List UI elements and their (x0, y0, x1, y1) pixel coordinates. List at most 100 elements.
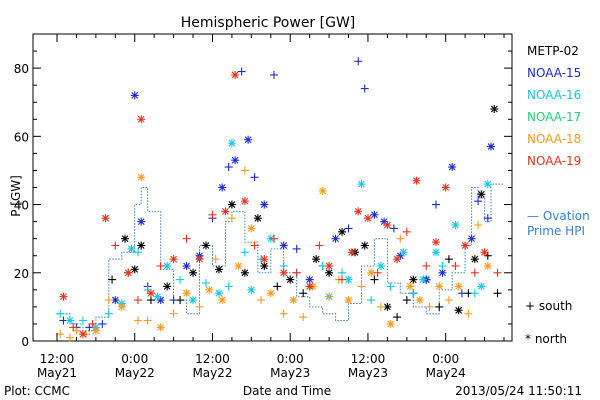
south-point (376, 302, 385, 311)
point-stroke (137, 115, 145, 123)
south-point (279, 309, 288, 318)
point-stroke (244, 136, 252, 144)
x-tick-date-label: May22 (192, 366, 232, 380)
north-point (189, 268, 198, 277)
legend-item-noaa-15: NOAA-15 (527, 66, 581, 80)
north-point (153, 292, 162, 301)
south-point (493, 268, 502, 277)
south-point (237, 67, 246, 76)
point-stroke (319, 187, 326, 195)
north-point (231, 70, 240, 79)
south-point (370, 275, 379, 284)
point-stroke (442, 184, 450, 191)
north-point (305, 282, 314, 291)
point-stroke (218, 184, 226, 191)
north-point (247, 224, 256, 233)
north-point (221, 207, 230, 216)
point-stroke (490, 105, 498, 113)
south-point (354, 57, 363, 66)
north-point (370, 210, 379, 219)
legend-item-noaa-18: NOAA-18 (527, 132, 581, 146)
point-stroke (218, 296, 226, 304)
south-point (474, 197, 483, 206)
north-point (451, 221, 460, 230)
south-point (108, 275, 117, 284)
point-stroke (432, 238, 440, 246)
point-stroke (487, 143, 495, 150)
point-stroke (215, 289, 223, 297)
south-point (457, 289, 466, 298)
point-stroke (400, 248, 407, 256)
point-stroke (384, 303, 391, 311)
point-stroke (286, 276, 294, 283)
point-stroke (367, 269, 375, 277)
north-point (101, 214, 110, 223)
north-point (325, 268, 334, 277)
north-point (240, 197, 249, 206)
south-point (470, 268, 479, 277)
north-point (483, 180, 492, 189)
south-point (299, 289, 308, 298)
north-point (260, 255, 269, 264)
point-stroke (419, 276, 427, 283)
point-stroke (325, 262, 333, 270)
south-point (270, 70, 279, 79)
south-point (444, 255, 453, 264)
point-stroke (461, 242, 469, 249)
north-point (470, 255, 479, 264)
north-point (325, 261, 334, 270)
point-stroke (471, 255, 479, 263)
north-point (253, 214, 262, 223)
point-stroke (477, 283, 485, 290)
north-point (218, 296, 227, 305)
point-stroke (147, 289, 155, 297)
north-point (279, 268, 288, 277)
north-point (406, 282, 415, 291)
point-stroke (325, 269, 333, 277)
point-stroke (222, 207, 229, 215)
south-point (483, 214, 492, 223)
south-point (409, 289, 418, 298)
point-stroke (435, 283, 443, 290)
south-point (396, 234, 405, 243)
point-stroke (196, 255, 203, 263)
north-point (467, 234, 476, 243)
y-tick-label: 80 (14, 62, 29, 76)
x-axis-label: Date and Time (243, 384, 331, 398)
north-point (454, 282, 463, 291)
south-point (338, 268, 347, 277)
point-stroke (361, 242, 369, 249)
point-stroke (137, 173, 145, 181)
y-tick-label: 40 (14, 199, 29, 213)
legend-ovation-label: — Ovation (527, 209, 590, 223)
x-tick-time-label: 0:00 (277, 352, 304, 366)
point-stroke (306, 283, 314, 290)
north-point (156, 323, 165, 332)
point-stroke (235, 262, 242, 270)
south-point (393, 313, 402, 322)
north-point (182, 289, 191, 298)
south-point (111, 241, 120, 250)
point-stroke (280, 242, 288, 249)
south-point (279, 261, 288, 270)
point-stroke (247, 225, 255, 232)
legend-item-noaa-19: NOAA-19 (527, 154, 581, 168)
south-point (464, 309, 473, 318)
north-point (202, 241, 210, 250)
point-stroke (60, 293, 67, 301)
point-stroke (231, 156, 239, 164)
south-point (211, 255, 220, 264)
south-point (292, 268, 301, 277)
south-point (367, 296, 376, 305)
point-stroke (312, 255, 320, 263)
south-point (224, 163, 233, 172)
point-stroke (137, 242, 145, 249)
plot-credit: Plot: CCMC (4, 384, 70, 398)
legend-ovation-label: Prime HPI (527, 224, 585, 238)
legend-north-marker: * north (525, 332, 567, 346)
south-point (224, 282, 233, 291)
north-point (137, 173, 146, 182)
north-point (137, 241, 146, 250)
point-stroke (416, 296, 424, 304)
south-point (195, 302, 204, 311)
